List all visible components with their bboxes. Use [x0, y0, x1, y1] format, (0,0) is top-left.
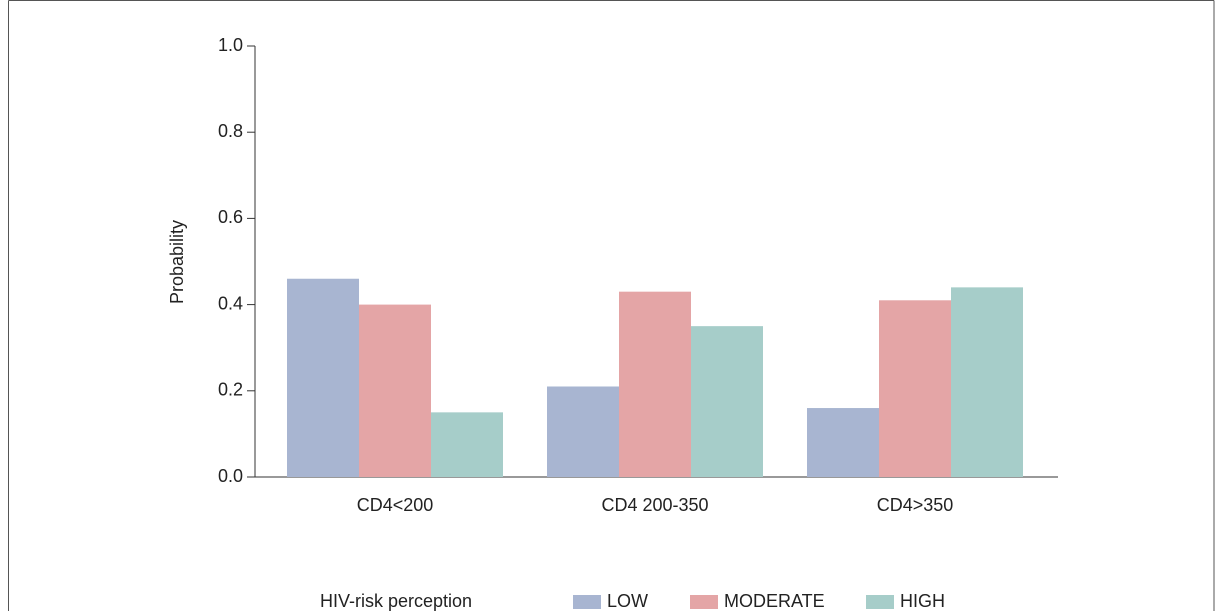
legend-label: MODERATE	[724, 591, 825, 611]
bar	[691, 326, 763, 477]
bar	[951, 287, 1023, 477]
y-tick-label: 0.8	[218, 121, 243, 141]
x-tick-label: CD4<200	[357, 495, 434, 515]
legend-title: HIV-risk perception	[320, 591, 472, 611]
legend-swatch	[573, 595, 601, 609]
legend-swatch	[690, 595, 718, 609]
y-tick-label: 1.0	[218, 35, 243, 55]
legend-label: LOW	[607, 591, 648, 611]
y-tick-label: 0.2	[218, 380, 243, 400]
bar	[287, 278, 359, 477]
y-tick-label: 0.0	[218, 466, 243, 486]
bar	[547, 386, 619, 477]
bar	[807, 408, 879, 477]
legend-label: HIGH	[900, 591, 945, 611]
y-tick-label: 0.6	[218, 207, 243, 227]
x-tick-label: CD4>350	[877, 495, 954, 515]
y-tick-label: 0.4	[218, 293, 243, 313]
y-axis-label: Probability	[167, 220, 187, 304]
bar	[431, 412, 503, 477]
bar	[879, 300, 951, 477]
bar	[619, 291, 691, 477]
bar	[359, 304, 431, 477]
x-tick-label: CD4 200-350	[601, 495, 708, 515]
legend-swatch	[866, 595, 894, 609]
